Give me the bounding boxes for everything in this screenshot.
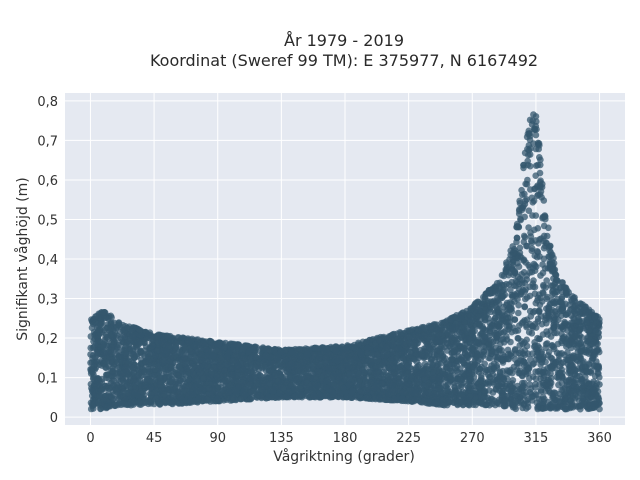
data-points <box>87 111 603 413</box>
data-point <box>504 346 512 354</box>
data-point <box>534 225 542 232</box>
data-point <box>595 370 602 378</box>
data-point <box>527 355 534 363</box>
data-point <box>540 237 547 245</box>
chart-title-line-1: År 1979 - 2019 <box>284 31 404 50</box>
data-point <box>523 316 531 324</box>
data-point <box>519 372 526 380</box>
data-point <box>532 131 540 139</box>
data-point <box>481 360 489 368</box>
data-point <box>94 338 102 346</box>
data-point <box>562 405 569 413</box>
data-point <box>540 255 548 263</box>
data-point <box>532 237 539 244</box>
data-point <box>537 272 544 279</box>
data-point <box>536 367 543 375</box>
data-point <box>535 307 542 315</box>
data-point <box>128 358 135 365</box>
data-point <box>513 223 520 231</box>
data-point <box>521 303 528 311</box>
data-point <box>516 244 524 252</box>
data-point <box>533 118 540 125</box>
data-point <box>536 169 544 177</box>
data-point <box>547 249 554 256</box>
data-point <box>537 177 544 184</box>
data-point <box>526 130 533 137</box>
data-point <box>537 388 545 395</box>
data-point <box>471 300 479 308</box>
data-point <box>525 207 533 214</box>
data-point <box>524 157 531 165</box>
data-point <box>528 194 536 202</box>
data-point <box>536 182 544 190</box>
data-point <box>507 286 514 294</box>
data-point <box>515 309 522 317</box>
data-point <box>430 351 438 359</box>
data-point <box>536 154 543 161</box>
data-point <box>511 347 519 354</box>
data-point <box>423 363 431 370</box>
chart-title-line-2: Koordinat (Sweref 99 TM): E 375977, N 61… <box>150 51 538 70</box>
data-point <box>545 348 553 356</box>
data-point <box>534 315 542 323</box>
data-point <box>471 358 478 366</box>
data-point <box>545 224 552 232</box>
data-point <box>540 244 548 252</box>
data-point <box>524 350 532 358</box>
data-point <box>526 162 534 170</box>
data-point <box>555 381 562 389</box>
data-point <box>523 323 530 331</box>
data-point <box>500 376 508 383</box>
data-point <box>498 347 506 354</box>
data-point <box>532 324 540 331</box>
data-point <box>441 401 448 409</box>
data-point <box>515 207 523 215</box>
data-point <box>435 360 442 368</box>
data-point <box>518 320 526 327</box>
data-point <box>537 161 544 169</box>
data-point <box>550 254 557 262</box>
data-point <box>532 375 540 383</box>
data-point <box>525 224 532 231</box>
data-point <box>552 315 559 323</box>
